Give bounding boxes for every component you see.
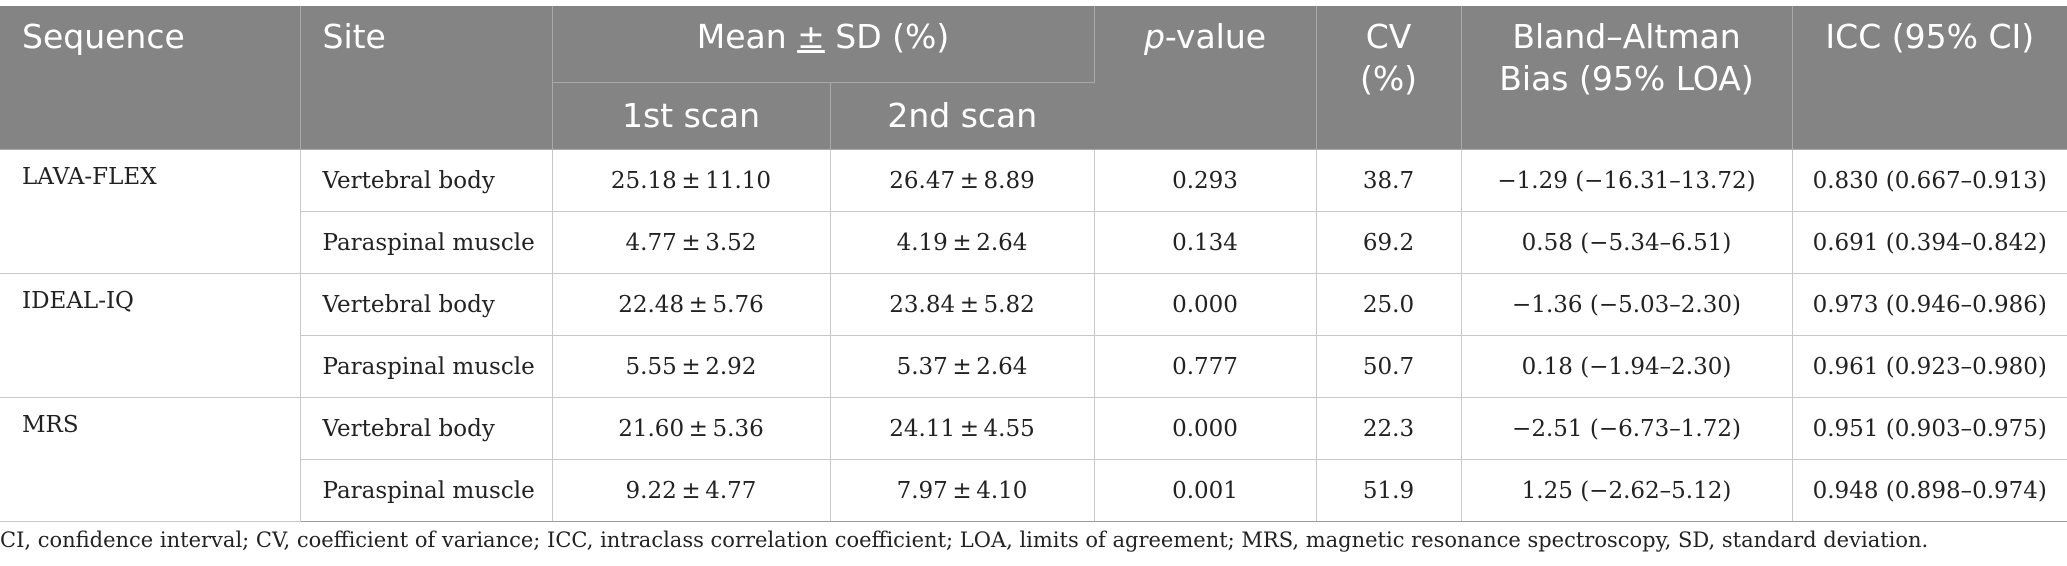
table-header: Sequence Site Mean ± SD (%) p-value CV (%… — [0, 6, 2067, 150]
table-body: LAVA-FLEX Vertebral body 25.18 ± 11.10 2… — [0, 149, 2067, 522]
header-sd-label: SD (%) — [824, 17, 950, 56]
header-scan2-label: 2nd scan — [887, 96, 1038, 135]
scan2-cell: 24.11 ± 4.55 — [830, 397, 1095, 460]
cv-cell: 50.7 — [1316, 335, 1462, 398]
header-sequence-label: Sequence — [22, 17, 185, 56]
site-cell: Paraspinal muscle — [300, 459, 553, 522]
table-row: LAVA-FLEX Vertebral body 25.18 ± 11.10 2… — [0, 149, 2067, 274]
cv-cell: 25.0 — [1316, 273, 1462, 336]
header-site-label: Site — [322, 17, 386, 56]
p-value-cell: 0.000 — [1094, 397, 1317, 460]
bland-altman-cell: 0.18 (−1.94–2.30) — [1461, 335, 1793, 398]
icc-cell: 0.951 (0.903–0.975) — [1792, 397, 2067, 460]
header-p-value: p-value — [1094, 6, 1317, 150]
scan1-cell: 22.48 ± 5.76 — [552, 273, 831, 336]
sequence-cell: IDEAL-IQ — [0, 273, 301, 398]
icc-cell: 0.830 (0.667–0.913) — [1792, 149, 2067, 212]
icc-cell: 0.948 (0.898–0.974) — [1792, 459, 2067, 522]
header-scan2: 2nd scan — [830, 82, 1095, 150]
p-value-cell: 0.001 — [1094, 459, 1317, 522]
cv-cell: 38.7 — [1316, 149, 1462, 212]
results-table-container: Sequence Site Mean ± SD (%) p-value CV (%… — [0, 6, 2067, 522]
sequence-cell: MRS — [0, 397, 301, 522]
sequence-cell: LAVA-FLEX — [0, 149, 301, 274]
p-value-cell: 0.000 — [1094, 273, 1317, 336]
bland-altman-cell: −1.36 (−5.03–2.30) — [1461, 273, 1793, 336]
icc-cell: 0.973 (0.946–0.986) — [1792, 273, 2067, 336]
header-p-rest: -value — [1164, 17, 1267, 56]
header-sequence: Sequence — [0, 6, 301, 150]
header-cv-line2: (%) — [1359, 59, 1418, 98]
scan1-cell: 21.60 ± 5.36 — [552, 397, 831, 460]
table-row: Paraspinal muscle 4.77 ± 3.52 4.19 ± 2.6… — [0, 211, 2067, 274]
bland-altman-cell: 1.25 (−2.62–5.12) — [1461, 459, 1793, 522]
header-bland-altman: Bland–Altman Bias (95% LOA) — [1461, 6, 1793, 150]
table-row: MRS Vertebral body 21.60 ± 5.36 24.11 ± … — [0, 397, 2067, 522]
scan1-cell: 5.55 ± 2.92 — [552, 335, 831, 398]
cv-cell: 51.9 — [1316, 459, 1462, 522]
site-cell: Vertebral body — [300, 149, 553, 212]
site-cell: Vertebral body — [300, 397, 553, 460]
cv-cell: 22.3 — [1316, 397, 1462, 460]
scan1-cell: 25.18 ± 11.10 — [552, 149, 831, 212]
table-row: Paraspinal muscle 9.22 ± 4.77 7.97 ± 4.1… — [0, 459, 2067, 522]
bland-altman-cell: −1.29 (−16.31–13.72) — [1461, 149, 1793, 212]
header-p-italic: p — [1143, 17, 1165, 56]
header-mean-label: Mean — [696, 17, 798, 56]
p-value-cell: 0.134 — [1094, 211, 1317, 274]
header-scan1: 1st scan — [552, 82, 831, 150]
scan2-cell: 26.47 ± 8.89 — [830, 149, 1095, 212]
results-table: Sequence Site Mean ± SD (%) p-value CV (%… — [0, 6, 2067, 522]
header-ba-line1: Bland–Altman — [1512, 17, 1741, 56]
table-row: Paraspinal muscle 5.55 ± 2.92 5.37 ± 2.6… — [0, 335, 2067, 398]
bland-altman-cell: −2.51 (−6.73–1.72) — [1461, 397, 1793, 460]
table-footnote: CI, confidence interval; CV, coefficient… — [0, 528, 1929, 552]
site-cell: Paraspinal muscle — [300, 335, 553, 398]
icc-cell: 0.691 (0.394–0.842) — [1792, 211, 2067, 274]
scan2-cell: 23.84 ± 5.82 — [830, 273, 1095, 336]
header-plus-minus: ± — [797, 17, 825, 56]
table-row: IDEAL-IQ Vertebral body 22.48 ± 5.76 23.… — [0, 273, 2067, 398]
header-row-2: 1st scan 2nd scan — [0, 82, 2067, 150]
bland-altman-cell: 0.58 (−5.34–6.51) — [1461, 211, 1793, 274]
scan2-cell: 5.37 ± 2.64 — [830, 335, 1095, 398]
header-row-1: Sequence Site Mean ± SD (%) p-value CV (%… — [0, 6, 2067, 150]
scan2-cell: 7.97 ± 4.10 — [830, 459, 1095, 522]
site-cell: Paraspinal muscle — [300, 211, 553, 274]
header-site: Site — [300, 6, 553, 150]
cv-cell: 69.2 — [1316, 211, 1462, 274]
header-icc-label: ICC (95% CI) — [1825, 17, 2035, 56]
header-icc: ICC (95% CI) — [1792, 6, 2067, 150]
p-value-cell: 0.293 — [1094, 149, 1317, 212]
scan1-cell: 9.22 ± 4.77 — [552, 459, 831, 522]
p-value-cell: 0.777 — [1094, 335, 1317, 398]
header-cv-line1: CV — [1365, 17, 1412, 56]
header-ba-line2: Bias (95% LOA) — [1499, 59, 1754, 98]
header-mean-sd: Mean ± SD (%) — [552, 6, 1095, 83]
icc-cell: 0.961 (0.923–0.980) — [1792, 335, 2067, 398]
header-scan1-label: 1st scan — [621, 96, 761, 135]
header-cv: CV (%) — [1316, 6, 1462, 150]
scan2-cell: 4.19 ± 2.64 — [830, 211, 1095, 274]
site-cell: Vertebral body — [300, 273, 553, 336]
scan1-cell: 4.77 ± 3.52 — [552, 211, 831, 274]
